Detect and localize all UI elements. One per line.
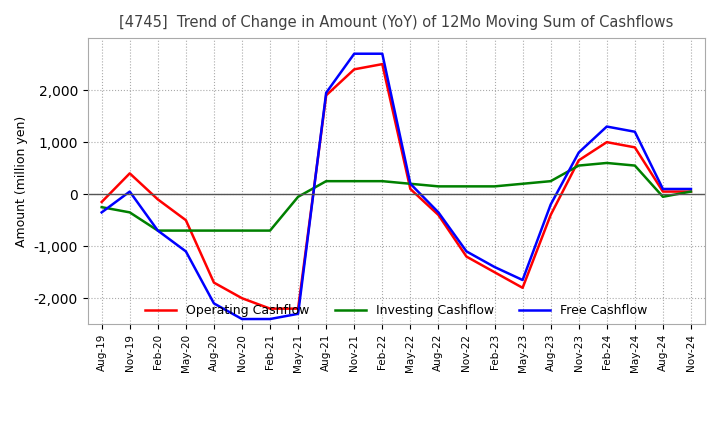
Operating Cashflow [266, 306, 274, 311]
Operating Cashflow [322, 93, 330, 98]
Title: [4745]  Trend of Change in Amount (YoY) of 12Mo Moving Sum of Cashflows: [4745] Trend of Change in Amount (YoY) o… [119, 15, 673, 30]
Operating Cashflow [210, 280, 218, 285]
Free Cashflow [238, 316, 246, 322]
Line: Investing Cashflow: Investing Cashflow [102, 163, 691, 231]
Investing Cashflow [687, 189, 696, 194]
Operating Cashflow [238, 296, 246, 301]
Free Cashflow [659, 186, 667, 191]
Free Cashflow [518, 277, 527, 282]
Free Cashflow [294, 311, 302, 316]
Free Cashflow [350, 51, 359, 56]
Investing Cashflow [462, 184, 471, 189]
Operating Cashflow [659, 189, 667, 194]
Investing Cashflow [266, 228, 274, 233]
Investing Cashflow [603, 160, 611, 165]
Operating Cashflow [575, 158, 583, 163]
Investing Cashflow [153, 228, 162, 233]
Free Cashflow [153, 228, 162, 233]
Investing Cashflow [631, 163, 639, 168]
Free Cashflow [266, 316, 274, 322]
Operating Cashflow [462, 254, 471, 259]
Operating Cashflow [687, 189, 696, 194]
Operating Cashflow [153, 197, 162, 202]
Investing Cashflow [322, 179, 330, 184]
Operating Cashflow [125, 171, 134, 176]
Operating Cashflow [181, 217, 190, 223]
Investing Cashflow [518, 181, 527, 187]
Operating Cashflow [434, 213, 443, 218]
Investing Cashflow [210, 228, 218, 233]
Investing Cashflow [97, 205, 106, 210]
Operating Cashflow [294, 306, 302, 311]
Investing Cashflow [434, 184, 443, 189]
Investing Cashflow [659, 194, 667, 199]
Free Cashflow [687, 186, 696, 191]
Free Cashflow [490, 264, 499, 270]
Free Cashflow [434, 210, 443, 215]
Free Cashflow [462, 249, 471, 254]
Free Cashflow [97, 210, 106, 215]
Operating Cashflow [378, 62, 387, 67]
Operating Cashflow [350, 67, 359, 72]
Investing Cashflow [546, 179, 555, 184]
Investing Cashflow [406, 181, 415, 187]
Line: Operating Cashflow: Operating Cashflow [102, 64, 691, 308]
Investing Cashflow [238, 228, 246, 233]
Operating Cashflow [518, 285, 527, 290]
Free Cashflow [406, 181, 415, 187]
Free Cashflow [210, 301, 218, 306]
Free Cashflow [631, 129, 639, 134]
Y-axis label: Amount (million yen): Amount (million yen) [15, 116, 28, 247]
Investing Cashflow [350, 179, 359, 184]
Operating Cashflow [603, 139, 611, 145]
Investing Cashflow [125, 210, 134, 215]
Free Cashflow [125, 189, 134, 194]
Free Cashflow [546, 202, 555, 207]
Legend: Operating Cashflow, Investing Cashflow, Free Cashflow: Operating Cashflow, Investing Cashflow, … [139, 298, 654, 324]
Free Cashflow [378, 51, 387, 56]
Line: Free Cashflow: Free Cashflow [102, 54, 691, 319]
Investing Cashflow [575, 163, 583, 168]
Free Cashflow [603, 124, 611, 129]
Free Cashflow [322, 90, 330, 95]
Investing Cashflow [490, 184, 499, 189]
Operating Cashflow [406, 186, 415, 191]
Free Cashflow [575, 150, 583, 155]
Investing Cashflow [181, 228, 190, 233]
Investing Cashflow [378, 179, 387, 184]
Operating Cashflow [546, 213, 555, 218]
Investing Cashflow [294, 194, 302, 199]
Operating Cashflow [97, 199, 106, 205]
Operating Cashflow [631, 145, 639, 150]
Free Cashflow [181, 249, 190, 254]
Operating Cashflow [490, 270, 499, 275]
